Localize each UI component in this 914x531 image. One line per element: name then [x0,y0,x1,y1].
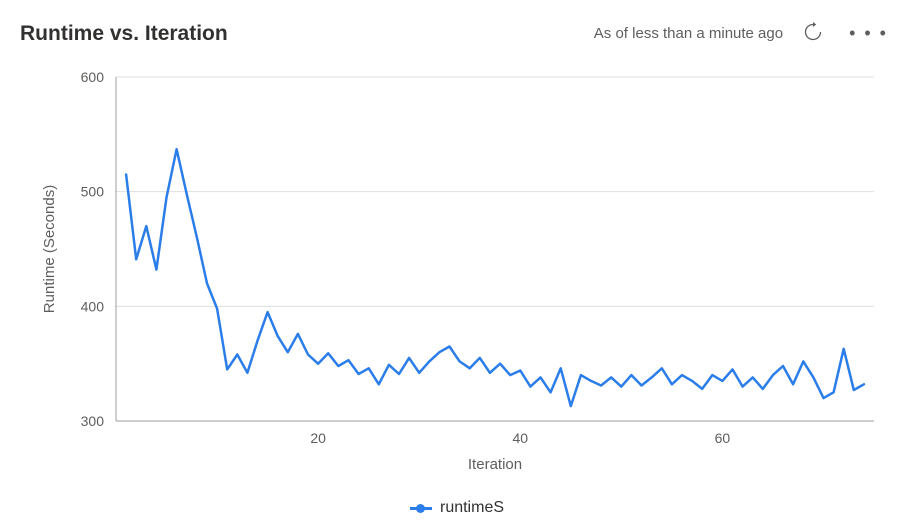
chart-title: Runtime vs. Iteration [20,22,228,46]
svg-text:60: 60 [715,430,731,446]
header-actions: As of less than a minute ago • • • [594,18,894,49]
svg-text:Iteration: Iteration [468,456,522,473]
ellipsis-icon: • • • [849,23,888,44]
line-chart: 300 400 500 600 20 40 60 Runtime (Seconds) Itera… [20,59,894,479]
svg-text:40: 40 [512,430,528,446]
more-options-button[interactable]: • • • [843,19,894,48]
svg-text:500: 500 [81,184,105,200]
svg-text:20: 20 [310,430,326,446]
svg-text:Runtime (Seconds): Runtime (Seconds) [41,185,58,313]
svg-text:400: 400 [81,298,105,314]
legend-label: runtimeS [440,499,504,517]
svg-text:300: 300 [81,413,105,429]
refresh-icon [803,22,823,45]
svg-text:600: 600 [81,69,105,85]
chart-area: 300 400 500 600 20 40 60 Runtime (Seconds) Itera… [20,59,894,491]
chart-legend: runtimeS [20,491,894,521]
chart-card: Runtime vs. Iteration As of less than a … [0,0,914,531]
card-header: Runtime vs. Iteration As of less than a … [20,18,894,49]
refresh-button[interactable] [799,18,827,49]
timestamp-text: As of less than a minute ago [594,25,783,42]
legend-marker [410,507,432,510]
